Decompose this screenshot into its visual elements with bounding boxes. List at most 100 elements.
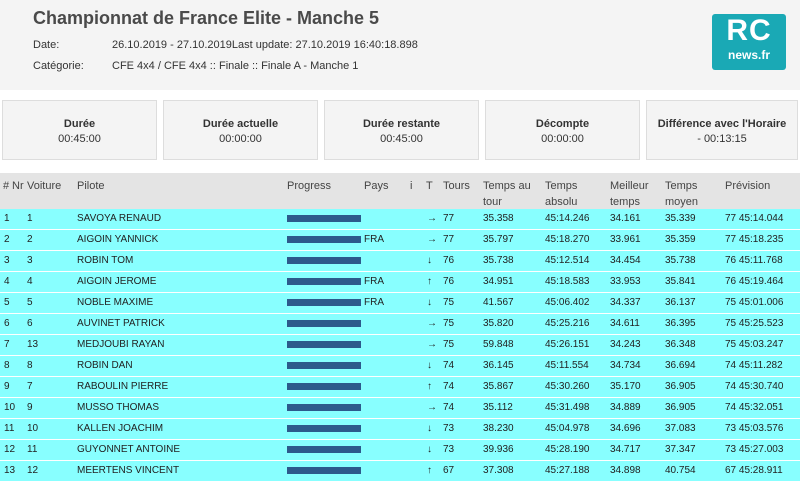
cell-nr: 13: [27, 339, 39, 350]
cell-moyen: 37.083: [665, 423, 696, 434]
last-update: Last update: 27.10.2019 16:40:18.898: [231, 39, 418, 51]
cell-tours: 75: [443, 297, 455, 308]
col-temps-absolu[interactable]: Temps absolu: [545, 180, 578, 208]
cell-pos: 13: [4, 465, 16, 476]
cell-pilote: ROBIN TOM: [77, 255, 134, 266]
cell-tours: 75: [443, 318, 455, 329]
trend-arrow-icon: →: [427, 339, 437, 350]
cell-nr: 8: [27, 360, 33, 371]
page-title: Championnat de France Elite - Manche 5: [33, 8, 380, 28]
cell-pilote: MEERTENS VINCENT: [77, 465, 180, 476]
cell-meilleur: 34.696: [610, 423, 641, 434]
table-row[interactable]: 2 2 AIGOIN YANNICK FRA → 77 35.797 45:18.270 33.…: [0, 230, 800, 251]
progress-bar: [287, 278, 361, 285]
cell-prevision: 74 45:32.051: [725, 402, 784, 413]
table-row[interactable]: 8 8 ROBIN DAN ↓ 74 36.145 45:11.554 34.734 36.69…: [0, 356, 800, 377]
rcnews-logo[interactable]: RC news.fr: [712, 14, 786, 70]
cell-pos: 2: [4, 234, 10, 245]
trend-arrow-icon: ↓: [427, 255, 432, 266]
cell-pays: FRA: [364, 297, 384, 308]
cell-pilote: AUVINET PATRICK: [77, 318, 165, 329]
cell-pos: 12: [4, 444, 16, 455]
progress-bar: [287, 236, 361, 243]
table-row[interactable]: 12 11 GUYONNET ANTOINE ↓ 73 39.936 45:28.190 34…: [0, 440, 800, 461]
cell-nr: 1: [27, 213, 33, 224]
cell-meilleur: 34.161: [610, 213, 641, 224]
progress-bar: [287, 215, 361, 222]
cell-pos: 5: [4, 297, 10, 308]
cell-nr: 7: [27, 381, 33, 392]
table-row[interactable]: 1 1 SAVOYA RENAUD → 77 35.358 45:14.246 34.161 3…: [0, 209, 800, 230]
cell-moyen: 40.754: [665, 465, 696, 476]
cell-moyen: 36.905: [665, 381, 696, 392]
progress-bar: [287, 425, 361, 432]
cell-moyen: 36.905: [665, 402, 696, 413]
cell-moyen: 35.738: [665, 255, 696, 266]
cell-absolu: 45:04.978: [545, 423, 590, 434]
trend-arrow-icon: ↓: [427, 423, 432, 434]
col-nr[interactable]: Nr: [12, 180, 24, 192]
cell-moyen: 36.395: [665, 318, 696, 329]
trend-arrow-icon: ↓: [427, 444, 432, 455]
cell-tour: 35.738: [483, 255, 514, 266]
table-row[interactable]: 5 5 NOBLE MAXIME FRA ↓ 75 41.567 45:06.402 34.33…: [0, 293, 800, 314]
cell-nr: 12: [27, 465, 39, 476]
date-line: Date: 26.10.2019 - 27.10.2019Last update:…: [33, 39, 418, 51]
box-label: Durée: [63, 118, 96, 130]
cell-tours: 74: [443, 381, 455, 392]
table-row[interactable]: 7 13 MEDJOUBI RAYAN → 75 59.848 45:26.151 34.24…: [0, 335, 800, 356]
col-pilote[interactable]: Pilote: [77, 180, 105, 192]
table-row[interactable]: 9 7 RABOULIN PIERRE ↑ 74 35.867 45:30.260 35.17…: [0, 377, 800, 398]
col-meilleur-temps[interactable]: Meilleur temps: [610, 180, 649, 208]
col-temps-moyen[interactable]: Temps moyen: [665, 180, 699, 208]
results-table: 1 1 SAVOYA RENAUD → 77 35.358 45:14.246 34.161 3…: [0, 209, 800, 482]
cell-tour: 36.145: [483, 360, 514, 371]
cell-pos: 10: [4, 402, 16, 413]
box-value: 00:00:00: [541, 133, 584, 145]
cell-meilleur: 34.717: [610, 444, 641, 455]
col-tours[interactable]: Tours: [443, 180, 470, 192]
cell-tours: 73: [443, 423, 455, 434]
table-row[interactable]: 4 4 AIGOIN JEROME FRA ↑ 76 34.951 45:18.583 33.9…: [0, 272, 800, 293]
col-voiture[interactable]: Voiture: [27, 180, 62, 192]
cell-tours: 74: [443, 360, 455, 371]
progress-bar: [287, 467, 361, 474]
table-row[interactable]: 3 3 ROBIN TOM ↓ 76 35.738 45:12.514 34.454 35.73…: [0, 251, 800, 272]
cell-prevision: 73 45:03.576: [725, 423, 784, 434]
box-difference-horaire: Différence avec l'Horaire - 00:13:15: [646, 100, 798, 160]
cell-meilleur: 34.889: [610, 402, 641, 413]
table-row[interactable]: 6 6 AUVINET PATRICK → 75 35.820 45:25.216 34.61…: [0, 314, 800, 335]
progress-bar: [287, 404, 361, 411]
table-row[interactable]: 11 10 KALLEN JOACHIM ↓ 73 38.230 45:04.978 34.6…: [0, 419, 800, 440]
cell-pilote: MUSSO THOMAS: [77, 402, 160, 413]
col-pays[interactable]: Pays: [364, 180, 389, 192]
col-progress[interactable]: Progress: [287, 180, 332, 192]
cell-tours: 77: [443, 234, 455, 245]
col-temps-tour[interactable]: Temps au tour: [483, 180, 531, 208]
cell-pilote: RABOULIN PIERRE: [77, 381, 169, 392]
col-i[interactable]: i: [410, 180, 413, 192]
cell-pilote: MEDJOUBI RAYAN: [77, 339, 165, 350]
cell-pos: 8: [4, 360, 10, 371]
table-row[interactable]: 13 12 MEERTENS VINCENT ↑ 67 37.308 45:27.188 34…: [0, 461, 800, 482]
cell-prevision: 74 45:30.740: [725, 381, 784, 392]
cell-meilleur: 34.734: [610, 360, 641, 371]
cell-pos: 1: [4, 213, 10, 224]
cell-meilleur: 34.337: [610, 297, 641, 308]
cell-tour: 34.951: [483, 276, 514, 287]
cell-nr: 5: [27, 297, 33, 308]
col-t[interactable]: T: [426, 180, 433, 192]
cell-pos: 4: [4, 276, 10, 287]
col-prevision[interactable]: Prévision: [725, 180, 771, 192]
cell-prevision: 75 45:01.006: [725, 297, 784, 308]
cell-pos: 7: [4, 339, 10, 350]
box-label: Décompte: [535, 118, 590, 130]
cell-absolu: 45:28.190: [545, 444, 590, 455]
date-value: 26.10.2019 - 27.10.2019: [112, 39, 232, 51]
cell-absolu: 45:12.514: [545, 255, 590, 266]
cell-pays: FRA: [364, 276, 384, 287]
col-pos[interactable]: #: [3, 180, 10, 192]
cell-nr: 4: [27, 276, 33, 287]
table-row[interactable]: 10 9 MUSSO THOMAS → 74 35.112 45:31.498 34.889 3…: [0, 398, 800, 419]
cell-tours: 67: [443, 465, 455, 476]
